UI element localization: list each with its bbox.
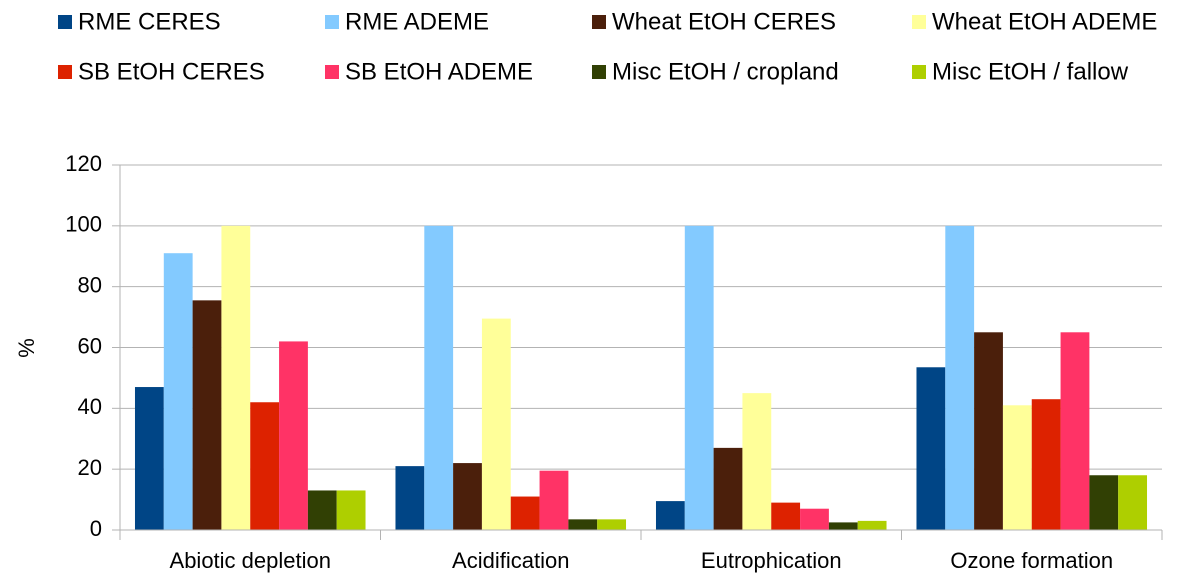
bar [568, 519, 598, 530]
legend-swatch [325, 15, 339, 29]
y-tick-label: 0 [90, 516, 102, 541]
bar [395, 466, 425, 530]
bar [1118, 475, 1148, 530]
x-tick-label: Eutrophication [701, 548, 842, 573]
bar [453, 463, 482, 530]
bar [481, 318, 511, 530]
y-tick-label: 100 [65, 212, 102, 237]
legend-swatch [592, 15, 606, 29]
bar [1031, 399, 1061, 530]
bar [539, 470, 569, 530]
y-tick-label: 40 [78, 394, 102, 419]
legend-label: Misc EtOH / fallow [932, 58, 1129, 85]
legend-label: SB EtOH ADEME [345, 58, 533, 85]
legend-label: RME CERES [78, 8, 221, 35]
x-tick-label: Acidification [452, 548, 569, 573]
bar [424, 225, 454, 531]
bar [771, 502, 801, 530]
bar [828, 522, 858, 530]
bar [800, 508, 829, 530]
bar [307, 490, 337, 530]
bar [916, 367, 946, 530]
bar [221, 225, 251, 531]
legend-label: Wheat EtOH ADEME [932, 8, 1157, 35]
bar [1089, 475, 1119, 530]
x-tick-label: Abiotic depletion [170, 548, 331, 573]
bar [1060, 332, 1090, 530]
bar [742, 393, 772, 530]
legend-label: SB EtOH CERES [78, 58, 265, 85]
x-tick-label: Ozone formation [950, 548, 1113, 573]
legend-swatch [325, 65, 339, 79]
bar [945, 225, 975, 531]
bar [597, 519, 627, 530]
bar [192, 300, 222, 530]
bar [510, 496, 540, 530]
bar [336, 490, 366, 530]
y-tick-label: 80 [78, 272, 102, 297]
legend-swatch [592, 65, 606, 79]
y-tick-label: 60 [78, 333, 102, 358]
bar [279, 341, 308, 530]
legend-swatch [912, 15, 926, 29]
legend: RME CERES RME ADEME Wheat EtOH CERES Wheat … [58, 8, 1157, 85]
legend-label: Wheat EtOH CERES [612, 8, 836, 35]
legend-label: RME ADEME [345, 8, 489, 35]
legend-swatch [58, 65, 72, 79]
bar [163, 253, 193, 531]
y-axis-label: % [14, 338, 39, 358]
bar [713, 447, 743, 530]
bar [134, 387, 164, 530]
y-tick-label: 20 [78, 455, 102, 480]
legend-swatch [58, 15, 72, 29]
y-tick-label: 120 [65, 151, 102, 176]
legend-swatch [912, 65, 926, 79]
bar [974, 332, 1003, 530]
legend-label: Misc EtOH / cropland [612, 58, 839, 85]
bar [1002, 405, 1032, 530]
bar [684, 225, 714, 531]
bar [250, 402, 280, 530]
bar [857, 520, 887, 530]
bar [655, 501, 685, 530]
